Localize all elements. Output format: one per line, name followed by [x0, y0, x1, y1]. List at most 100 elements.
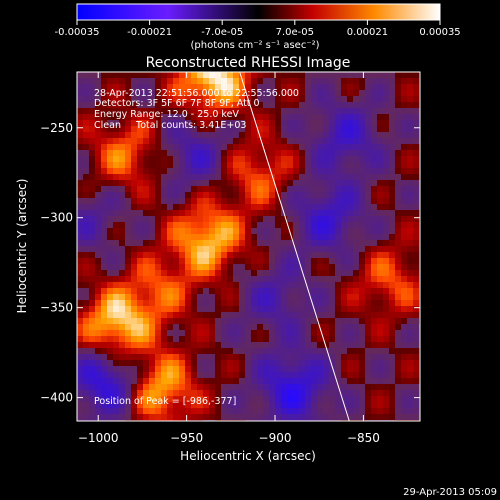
heatmap-cell — [203, 150, 210, 157]
heatmap-cell — [101, 312, 108, 319]
heatmap-cell — [251, 144, 258, 151]
heatmap-cell — [371, 258, 378, 265]
heatmap-cell — [407, 90, 414, 97]
heatmap-cell — [257, 288, 264, 295]
heatmap-cell — [161, 144, 168, 151]
heatmap-cell — [395, 276, 402, 283]
heatmap-cell — [95, 216, 102, 223]
heatmap-cell — [275, 300, 282, 307]
heatmap-cell — [287, 366, 294, 373]
heatmap-cell — [275, 108, 282, 115]
heatmap-cell — [311, 240, 318, 247]
heatmap-cell — [317, 222, 324, 229]
heatmap-cell — [173, 216, 180, 223]
heatmap-cell — [311, 228, 318, 235]
heatmap-cell — [281, 78, 288, 85]
heatmap-cell — [131, 276, 138, 283]
heatmap-cell — [155, 168, 162, 175]
heatmap-cell — [143, 192, 150, 199]
heatmap-cell — [113, 150, 120, 157]
heatmap-cell — [359, 90, 366, 97]
heatmap-cell — [137, 300, 144, 307]
heatmap-cell — [323, 120, 330, 127]
heatmap-cell — [245, 264, 252, 271]
heatmap-cell — [395, 114, 402, 121]
heatmap-cell — [251, 78, 258, 85]
heatmap-cell — [305, 216, 312, 223]
heatmap-cell — [287, 132, 294, 139]
heatmap-cell — [401, 132, 408, 139]
heatmap-cell — [335, 120, 342, 127]
heatmap-cell — [173, 300, 180, 307]
heatmap-cell — [95, 138, 102, 145]
heatmap-cell — [377, 234, 384, 241]
heatmap-cell — [335, 390, 342, 397]
heatmap-cell — [401, 408, 408, 415]
heatmap-cell — [137, 126, 144, 133]
heatmap-cell — [269, 156, 276, 163]
heatmap-cell — [155, 222, 162, 229]
heatmap-cell — [233, 264, 240, 271]
heatmap-cell — [227, 372, 234, 379]
heatmap-cell — [317, 330, 324, 337]
heatmap-cell — [143, 378, 150, 385]
heatmap-cell — [179, 342, 186, 349]
heatmap-cell — [143, 318, 150, 325]
heatmap-cell — [293, 330, 300, 337]
heatmap-cell — [203, 78, 210, 85]
heatmap-cell — [215, 408, 222, 415]
heatmap-cell — [83, 138, 90, 145]
heatmap-cell — [215, 132, 222, 139]
heatmap-cell — [215, 312, 222, 319]
heatmap-cell — [95, 114, 102, 121]
heatmap-cell — [161, 168, 168, 175]
heatmap-cell — [269, 258, 276, 265]
heatmap-cell — [395, 384, 402, 391]
heatmap-cell — [347, 210, 354, 217]
heatmap-cell — [227, 408, 234, 415]
heatmap-cell — [113, 120, 120, 127]
heatmap-cell — [341, 264, 348, 271]
heatmap-cell — [251, 102, 258, 109]
heatmap-cell — [377, 366, 384, 373]
heatmap-cell — [365, 204, 372, 211]
heatmap-cell — [215, 258, 222, 265]
heatmap-cell — [311, 372, 318, 379]
heatmap-cell — [203, 252, 210, 259]
heatmap-cell — [221, 216, 228, 223]
heatmap-cell — [257, 396, 264, 403]
heatmap-cell — [167, 300, 174, 307]
heatmap-cell — [389, 276, 396, 283]
heatmap-cell — [137, 390, 144, 397]
heatmap-cell — [209, 270, 216, 277]
heatmap-cell — [275, 156, 282, 163]
heatmap-cell — [245, 156, 252, 163]
heatmap-cell — [335, 222, 342, 229]
heatmap-cell — [221, 336, 228, 343]
heatmap-cell — [95, 246, 102, 253]
heatmap-cell — [227, 306, 234, 313]
heatmap-cell — [293, 384, 300, 391]
heatmap-cell — [107, 102, 114, 109]
heatmap-cell — [263, 258, 270, 265]
heatmap-cell — [287, 138, 294, 145]
heatmap-cell — [281, 72, 288, 79]
heatmap-cell — [263, 252, 270, 259]
heatmap-cell — [239, 252, 246, 259]
heatmap-cell — [311, 258, 318, 265]
heatmap-cell — [209, 198, 216, 205]
heatmap-cell — [293, 276, 300, 283]
heatmap-cell — [167, 120, 174, 127]
heatmap-cell — [353, 168, 360, 175]
heatmap-cell — [371, 174, 378, 181]
heatmap-cell — [407, 402, 414, 409]
heatmap-cell — [311, 198, 318, 205]
heatmap-cell — [119, 246, 126, 253]
heatmap-cell — [131, 72, 138, 79]
heatmap-cell — [377, 204, 384, 211]
heatmap-cell — [119, 252, 126, 259]
heatmap-cell — [311, 90, 318, 97]
heatmap-cell — [269, 324, 276, 331]
heatmap-cell — [119, 390, 126, 397]
heatmap-cell — [119, 126, 126, 133]
